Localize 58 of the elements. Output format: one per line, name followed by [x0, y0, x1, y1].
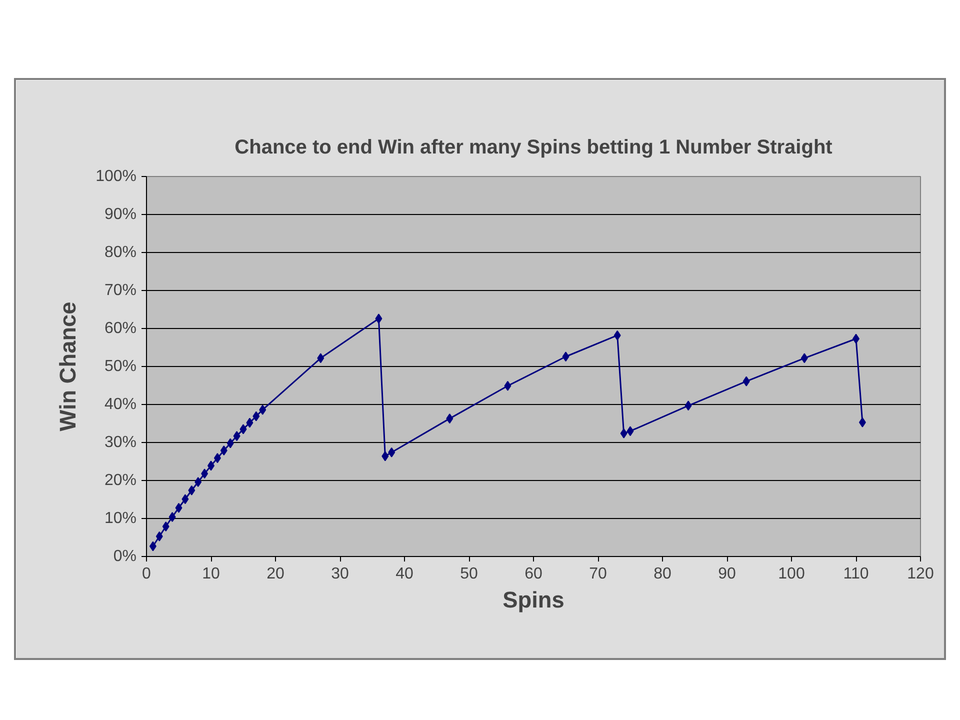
point	[194, 477, 202, 488]
x-tick-label: 100	[778, 566, 805, 582]
y-tick-label: 70%	[104, 282, 137, 299]
point	[156, 531, 163, 542]
x-tick-label: 50	[460, 566, 478, 582]
point	[220, 445, 228, 456]
y-tick-label: 90%	[104, 206, 137, 223]
point	[375, 314, 382, 324]
point	[240, 424, 247, 434]
point	[233, 431, 240, 442]
x-tick-label: 110	[843, 566, 869, 582]
point	[388, 447, 396, 458]
point	[684, 400, 692, 411]
point	[182, 494, 189, 504]
point	[382, 451, 389, 462]
y-tick-label: 100%	[96, 168, 136, 185]
y-tick-label: 20%	[104, 472, 137, 489]
y-tick-label: 80%	[104, 244, 137, 261]
point	[858, 417, 866, 428]
point	[214, 453, 221, 464]
point	[562, 352, 570, 362]
x-tick-label: 20	[266, 566, 284, 582]
x-tick-label: 40	[396, 566, 414, 582]
y-tick-label: 0%	[113, 548, 136, 565]
y-tick-label: 30%	[104, 434, 137, 451]
chart-title: Chance to end Win after many Spins betting 1 Number Straight	[234, 136, 833, 158]
point	[168, 512, 176, 522]
point	[742, 376, 750, 386]
point	[162, 521, 170, 532]
point	[188, 485, 196, 496]
x-tick-label: 120	[907, 566, 934, 582]
point	[226, 438, 234, 448]
point	[446, 414, 454, 424]
x-tick-label: 80	[654, 566, 672, 582]
point	[614, 330, 621, 340]
point	[201, 468, 208, 479]
y-tick-label: 10%	[104, 510, 137, 527]
point	[175, 502, 182, 513]
x-axis-title: Spins	[502, 586, 564, 612]
y-tick-label: 40%	[104, 396, 137, 413]
y-tick-label: 60%	[104, 320, 137, 337]
x-tick-label: 70	[589, 566, 607, 582]
x-tick-label: 10	[202, 566, 220, 582]
x-tick-label: 90	[718, 566, 736, 582]
x-tick-label: 30	[331, 566, 349, 582]
point	[626, 426, 634, 436]
point	[800, 353, 808, 364]
point	[504, 380, 512, 391]
point	[317, 353, 324, 364]
point	[620, 428, 628, 438]
x-tick-label: 0	[142, 566, 152, 582]
point	[259, 404, 266, 415]
point	[246, 418, 254, 428]
point	[252, 411, 260, 422]
y-axis-title: Win Chance	[54, 302, 81, 432]
x-tick-label: 60	[524, 566, 542, 582]
point	[149, 541, 156, 552]
y-tick-label: 50%	[104, 358, 137, 375]
